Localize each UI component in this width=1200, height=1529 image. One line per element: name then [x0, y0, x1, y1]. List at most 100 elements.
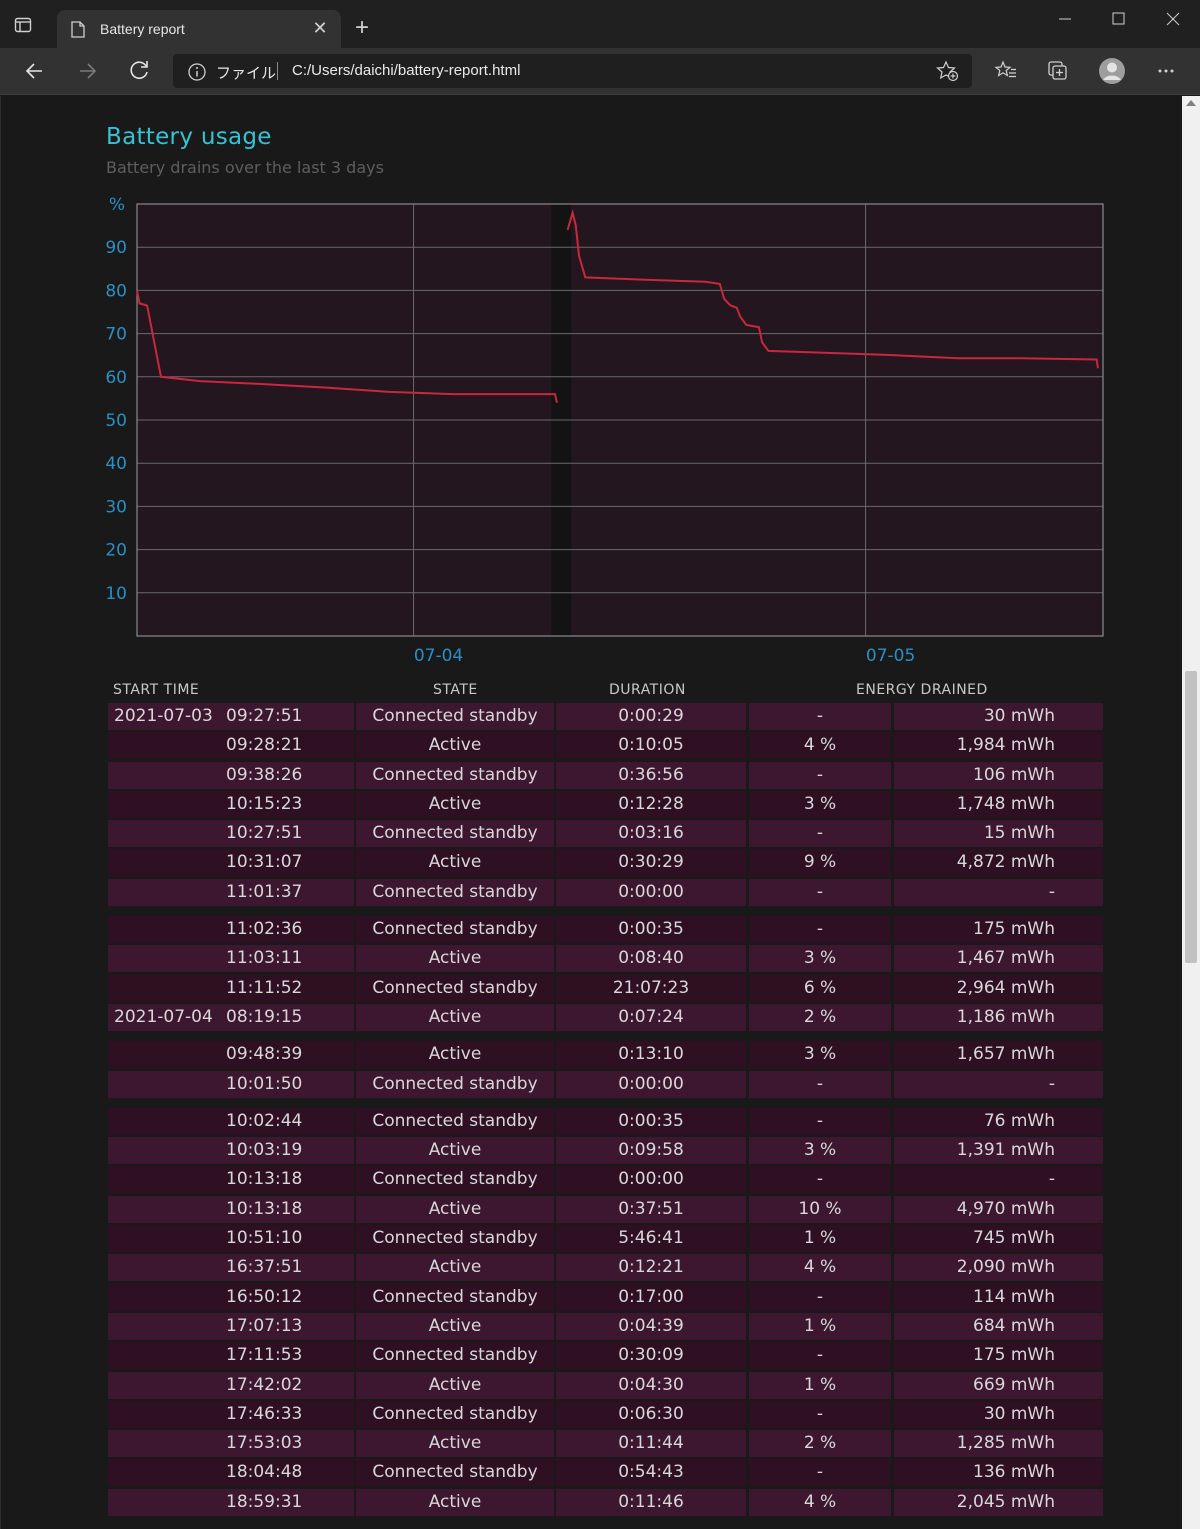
cell-duration: 0:30:29 [556, 849, 746, 877]
table-row: 10:15:23 Active 0:12:28 3 % 1,748 mWh [108, 790, 1103, 820]
cell-time: 08:19:15 [226, 1006, 303, 1027]
table-header: START TIME STATE DURATION ENERGY DRAINED [108, 678, 1103, 703]
table-body: 2021-07-03 09:27:51 Connected standby 0:00:… [108, 703, 1103, 1518]
y-axis-label: % [109, 196, 125, 215]
address-bar[interactable]: ファイル C:/Users/daichi/battery-report.html [173, 54, 972, 88]
cell-energy-drained: 1,984 mWh [894, 732, 1103, 760]
y-tick-label: 70 [105, 325, 127, 345]
tab-bar: Battery report ✕ + [0, 0, 1200, 48]
table-row: 16:50:12 Connected standby 0:17:00-114 mWh [108, 1283, 1103, 1313]
browser-toolbar: ファイル C:/Users/daichi/battery-report.html [0, 48, 1200, 95]
cell-percent-drained: 2 % [749, 1430, 891, 1458]
cell-percent-drained: - [749, 820, 891, 848]
cell-energy-drained: 175 mWh [894, 916, 1103, 944]
arrow-right-icon [80, 63, 97, 79]
favorites-button[interactable] [991, 56, 1021, 86]
cell-state: Connected standby [356, 820, 554, 848]
vertical-scrollbar[interactable] [1182, 96, 1200, 1529]
tab-close-icon[interactable]: ✕ [312, 18, 328, 39]
y-tick-label: 80 [105, 281, 127, 301]
cell-percent-drained: - [749, 878, 891, 906]
cell-duration: 0:37:51 [556, 1195, 746, 1223]
table-row: 10:31:07 Active 0:30:29 9 % 4,872 mWh [108, 849, 1103, 878]
address-divider [277, 62, 278, 80]
cell-energy-drained: 114 mWh [894, 1283, 1103, 1311]
info-icon[interactable] [187, 62, 207, 82]
back-button[interactable] [20, 56, 50, 86]
cell-duration: 21:07:23 [556, 974, 746, 1002]
cell-duration: 5:46:41 [556, 1225, 746, 1253]
cell-energy-drained: 745 mWh [894, 1225, 1103, 1253]
cell-state: Active [356, 790, 554, 818]
chart-svg: 10 20 30 40 50 60 70 80 90% 07-04 07-05 [105, 195, 1104, 666]
cell-duration: 0:08:40 [556, 945, 746, 973]
cell-percent-drained: 4 % [749, 732, 891, 760]
table-row: 11:11:52 Connected standby 21:07:23 6 % 2,96… [108, 974, 1103, 1004]
cell-state: Connected standby [356, 1166, 554, 1194]
cell-percent-drained: 2 % [749, 1003, 891, 1031]
address-url[interactable]: C:/Users/daichi/battery-report.html [292, 62, 521, 79]
add-favorite-icon[interactable] [936, 60, 960, 82]
cell-percent-drained: 3 % [749, 1137, 891, 1165]
cell-energy-drained: 30 mWh [894, 1400, 1103, 1428]
cell-start-time: 09:38:26 [108, 761, 354, 789]
scroll-up-arrow-icon[interactable] [1186, 100, 1196, 106]
scroll-thumb[interactable] [1185, 671, 1197, 963]
tab-actions-button[interactable] [14, 16, 44, 46]
cell-duration: 0:11:46 [556, 1488, 746, 1516]
cell-state: Active [356, 1488, 554, 1516]
cell-energy-drained: 1,657 mWh [894, 1041, 1103, 1069]
address-scheme-label: ファイル [216, 65, 277, 82]
cell-start-time: 17:42:02 [108, 1371, 354, 1399]
cell-start-time: 17:11:53 [108, 1342, 354, 1370]
y-tick-label: 10 [105, 584, 127, 604]
cell-percent-drained: 1 % [749, 1371, 891, 1399]
cell-energy-drained: 684 mWh [894, 1312, 1103, 1340]
tab-battery-report[interactable]: Battery report ✕ [57, 10, 341, 48]
cell-start-time: 09:28:21 [108, 732, 354, 760]
table-row: 18:59:31 Active 0:11:46 4 % 2,045 mWh [108, 1488, 1103, 1518]
cell-energy-drained: 1,285 mWh [894, 1430, 1103, 1458]
cell-energy-drained: 4,872 mWh [894, 849, 1103, 877]
cell-percent-drained: 3 % [749, 1041, 891, 1069]
refresh-button[interactable] [124, 56, 154, 86]
cell-duration: 0:17:00 [556, 1283, 746, 1311]
cell-energy-drained: 30 mWh [894, 703, 1103, 730]
cell-state: Connected standby [356, 974, 554, 1002]
cell-start-time: 10:27:51 [108, 820, 354, 848]
page-title: Battery usage [106, 124, 272, 150]
cell-time: 17:07:13 [226, 1315, 303, 1336]
cell-percent-drained: 9 % [749, 849, 891, 877]
cell-time: 11:02:36 [226, 919, 303, 940]
cell-state: Active [356, 1312, 554, 1340]
cell-time: 10:13:18 [226, 1169, 303, 1190]
y-tick-label: 20 [105, 541, 127, 561]
cell-percent-drained: 4 % [749, 1488, 891, 1516]
maximize-button[interactable] [1098, 7, 1138, 31]
cell-start-time: 10:13:18 [108, 1166, 354, 1194]
new-tab-button[interactable]: + [354, 14, 369, 41]
table-row: 17:46:33 Connected standby 0:06:30-30 mWh [108, 1400, 1103, 1430]
cell-energy-drained: - [894, 1166, 1103, 1194]
cell-energy-drained: 2,964 mWh [894, 974, 1103, 1002]
settings-more-button[interactable] [1152, 56, 1182, 86]
table-row: 10:13:18 Connected standby 0:00:00- - [108, 1166, 1103, 1195]
cell-percent-drained: - [749, 761, 891, 789]
battery-usage-chart: 10 20 30 40 50 60 70 80 90% 07-04 07-05 [91, 195, 1121, 676]
cell-energy-drained: 1,467 mWh [894, 945, 1103, 973]
minimize-button[interactable] [1045, 7, 1085, 31]
cell-energy-drained: 1,748 mWh [894, 790, 1103, 818]
collections-icon [1048, 61, 1067, 80]
cell-time: 10:13:18 [226, 1198, 303, 1219]
collections-button[interactable] [1043, 56, 1073, 86]
close-window-button[interactable] [1152, 7, 1192, 31]
cell-start-time: 11:03:11 [108, 945, 354, 973]
cell-start-time: 11:11:52 [108, 974, 354, 1002]
cell-duration: 0:09:58 [556, 1137, 746, 1165]
profile-button[interactable] [1097, 56, 1127, 86]
page-content: Battery usage Battery drains over the la… [0, 96, 1182, 1529]
cell-start-time: 11:01:37 [108, 878, 354, 906]
cell-duration: 0:04:30 [556, 1371, 746, 1399]
table-row: 11:02:36 Connected standby 0:00:35-175 mWh [108, 916, 1103, 945]
forward-button[interactable] [72, 56, 102, 86]
